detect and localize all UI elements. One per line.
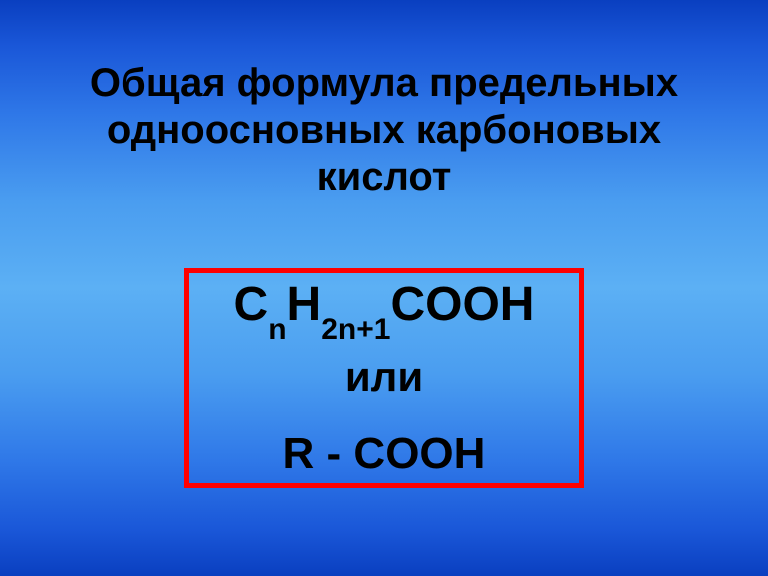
title-line-2: одноосновных карбоновых — [107, 108, 661, 152]
formula-sub-2n1: 2n+1 — [321, 313, 390, 346]
formula-sub-n: n — [268, 313, 286, 346]
formula-general: CnH2n+1COOH — [189, 281, 579, 337]
formula-alt: R - COOH — [189, 429, 579, 479]
formula-or: или — [189, 353, 579, 401]
slide-title: Общая формула предельных одноосновных ка… — [0, 60, 768, 202]
formula-box: CnH2n+1COOH или R - COOH — [184, 268, 584, 488]
formula-cooh: COOH — [390, 278, 534, 331]
formula-h: H — [287, 278, 322, 331]
formula-c: C — [234, 278, 269, 331]
title-line-3: кислот — [317, 155, 452, 199]
title-line-1: Общая формула предельных — [90, 61, 678, 105]
